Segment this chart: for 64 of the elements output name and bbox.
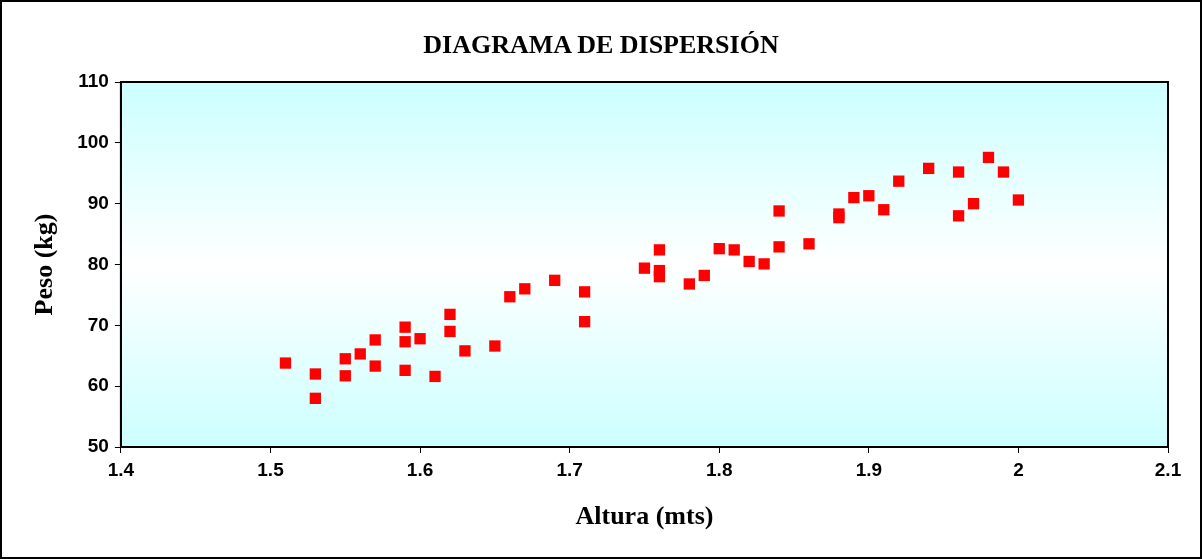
point <box>309 392 322 404</box>
point <box>952 210 965 222</box>
point <box>728 244 740 256</box>
y-tick-label: 90 <box>87 191 109 213</box>
x-tick-label: 1.9 <box>855 458 883 480</box>
y-tick-label: 100 <box>77 131 109 153</box>
x-tick-label: 2 <box>1013 458 1024 480</box>
point <box>339 353 351 365</box>
point <box>399 364 411 377</box>
point <box>952 166 965 178</box>
point <box>713 243 725 255</box>
point <box>489 340 501 352</box>
point <box>997 166 1010 178</box>
point <box>459 345 471 357</box>
point <box>638 262 651 274</box>
point <box>893 175 905 187</box>
y-axis-title: Peso (kg) <box>29 213 59 316</box>
point <box>369 360 381 372</box>
point <box>698 269 710 282</box>
point <box>653 244 666 256</box>
x-axis-title: Altura (mts) <box>575 501 714 531</box>
point <box>758 258 770 270</box>
point <box>863 190 875 202</box>
point <box>923 162 935 175</box>
x-tick-label: 1.6 <box>406 458 434 480</box>
x-tick-label: 1.5 <box>257 458 285 480</box>
point <box>967 198 980 210</box>
x-tick-label: 1.8 <box>706 458 733 480</box>
point <box>369 334 381 346</box>
point <box>339 370 351 382</box>
x-tick-label: 1.4 <box>107 458 135 480</box>
point <box>504 291 516 303</box>
point <box>683 278 695 290</box>
y-tick-label: 110 <box>78 70 109 92</box>
point <box>803 238 815 250</box>
point <box>1012 194 1025 206</box>
y-tick-label: 70 <box>87 313 109 335</box>
y-tick-label: 50 <box>87 435 109 457</box>
point <box>519 283 531 295</box>
point <box>878 204 890 216</box>
point <box>982 151 995 164</box>
point <box>444 308 456 321</box>
y-tick-label: 80 <box>87 252 109 274</box>
point <box>429 370 441 383</box>
point <box>578 316 591 328</box>
chart-title: DIAGRAMA DE DISPERSIÓN <box>422 30 780 60</box>
point <box>279 357 292 369</box>
point <box>773 205 785 217</box>
point <box>354 348 366 360</box>
point <box>549 274 561 286</box>
point <box>399 321 411 333</box>
point <box>399 336 411 348</box>
x-tick-label: 1.7 <box>556 458 583 480</box>
point <box>773 241 785 253</box>
point <box>743 255 755 268</box>
y-tick-label: 60 <box>87 374 109 396</box>
point <box>444 325 456 338</box>
x-tick-label: 2.1 <box>1154 458 1182 480</box>
point <box>578 286 591 298</box>
point <box>653 271 666 283</box>
point <box>833 212 845 224</box>
point <box>848 191 860 204</box>
point <box>414 333 426 345</box>
point <box>309 368 322 380</box>
